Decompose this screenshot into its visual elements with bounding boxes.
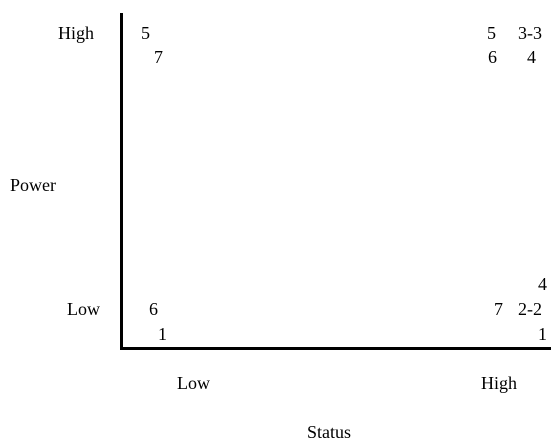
cell-value: 6 [149,300,158,318]
cell-value: 4 [527,48,536,66]
x-tick-low: Low [177,374,210,392]
x-tick-high: High [481,374,517,392]
cell-value: 5 [487,24,496,42]
cell-value: 5 [141,24,150,42]
cell-value: 4 [538,275,547,293]
x-axis-label: Status [307,423,351,441]
y-tick-high: High [58,24,94,42]
x-axis-line [120,347,551,350]
cell-value: 7 [154,48,163,66]
cell-value: 1 [538,325,547,343]
cell-value: 6 [488,48,497,66]
cell-value: 1 [158,325,167,343]
cell-value: 2-2 [518,300,542,318]
cell-value: 7 [494,300,503,318]
cell-value: 3-3 [518,24,542,42]
y-axis-line [120,13,123,350]
y-tick-low: Low [67,300,100,318]
y-axis-label: Power [10,176,56,194]
